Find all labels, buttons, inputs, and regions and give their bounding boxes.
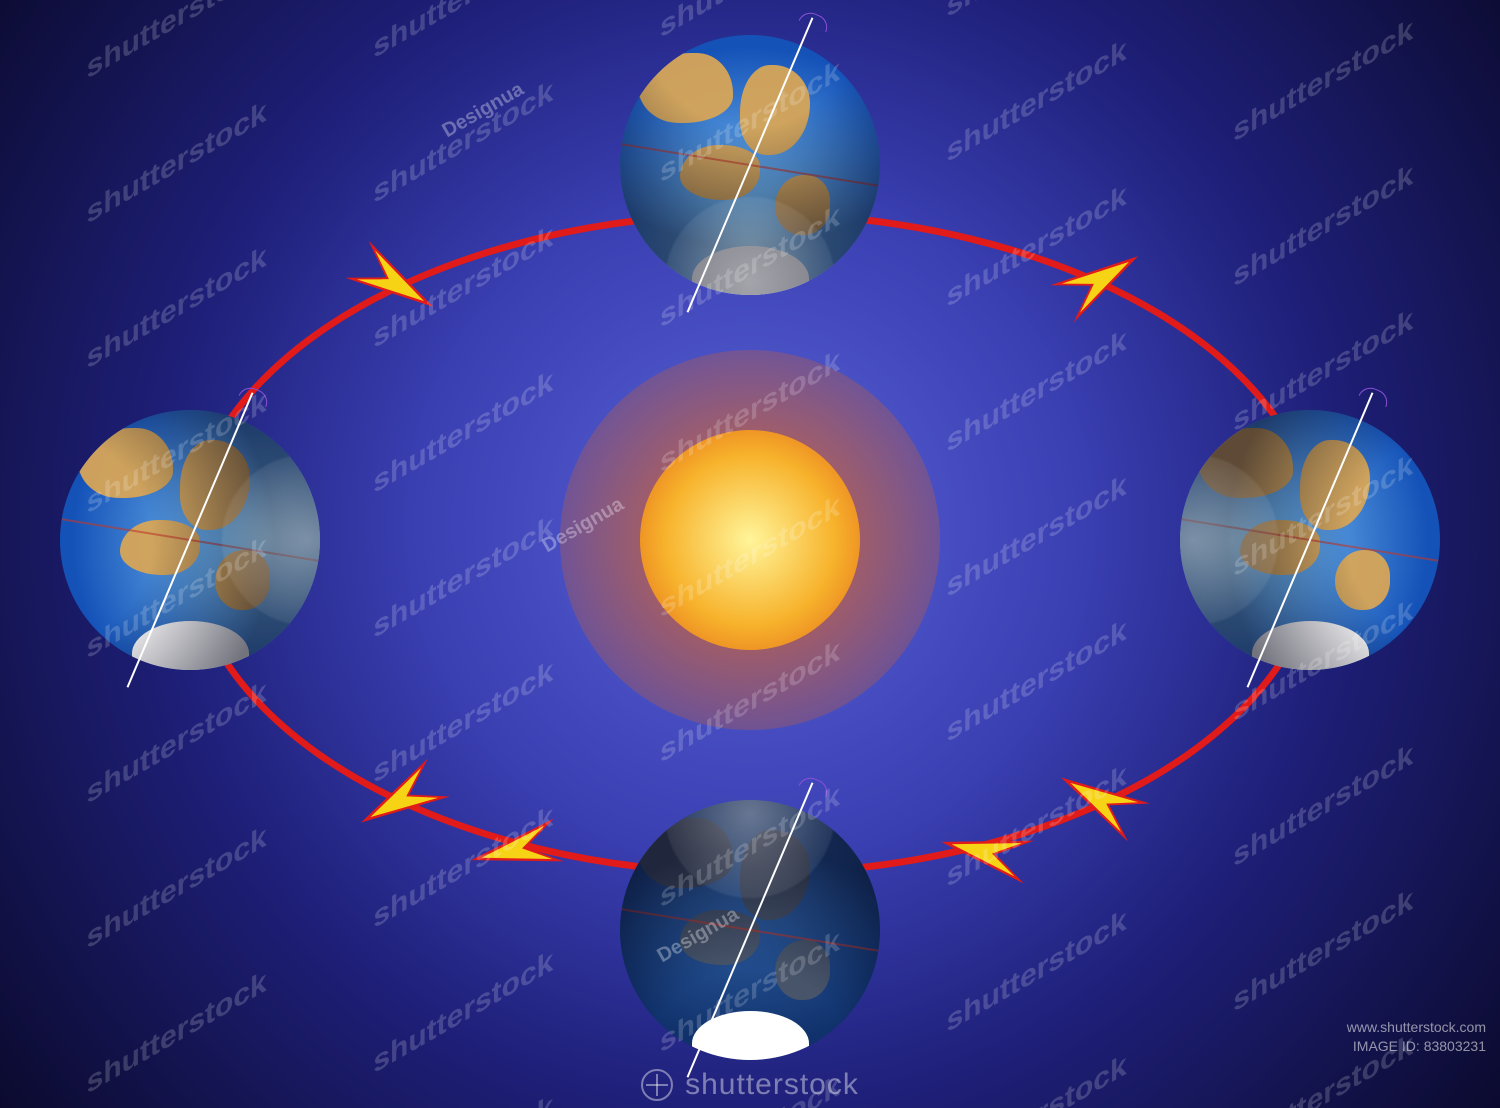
image-meta: www.shutterstock.comIMAGE ID: 83803231 xyxy=(1347,1018,1486,1056)
sun xyxy=(640,430,860,650)
shutterstock-logo-icon xyxy=(641,1069,673,1101)
earth-right xyxy=(1180,410,1440,670)
image-id-value: 83803231 xyxy=(1424,1038,1486,1054)
earth-top xyxy=(620,35,880,295)
image-id-label: IMAGE ID: xyxy=(1353,1038,1420,1054)
site-url: www.shutterstock.com xyxy=(1347,1018,1486,1037)
image-id-line: IMAGE ID: 83803231 xyxy=(1347,1037,1486,1056)
earth-bottom xyxy=(620,800,880,1060)
watermark-footer: shutterstock xyxy=(0,1062,1500,1108)
earth-left xyxy=(60,410,320,670)
brand-name: shutterstock xyxy=(685,1068,859,1102)
